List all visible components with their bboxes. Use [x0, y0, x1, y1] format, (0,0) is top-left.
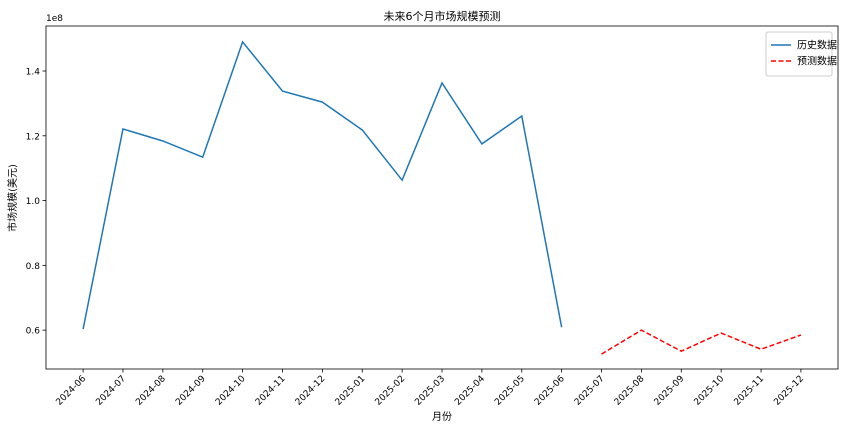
y-tick-label: 1.2 [26, 132, 40, 142]
chart-title: 未来6个月市场规模预测 [384, 9, 501, 23]
y-axis-label: 市场规模(美元) [6, 164, 19, 232]
y-tick-label: 1.4 [26, 68, 41, 78]
legend-label: 预测数据 [797, 55, 837, 68]
y-tick-label: 0.6 [26, 327, 41, 337]
y-offset-label: 1e8 [46, 14, 63, 24]
series-line [82, 40, 563, 330]
legend-frame [765, 31, 833, 77]
legend-label: 历史数据 [797, 39, 837, 52]
x-axis-label: 月份 [432, 411, 452, 423]
y-tick-label: 0.8 [26, 262, 41, 272]
y-tick-label: 1.0 [26, 197, 41, 207]
series-line [601, 329, 802, 355]
